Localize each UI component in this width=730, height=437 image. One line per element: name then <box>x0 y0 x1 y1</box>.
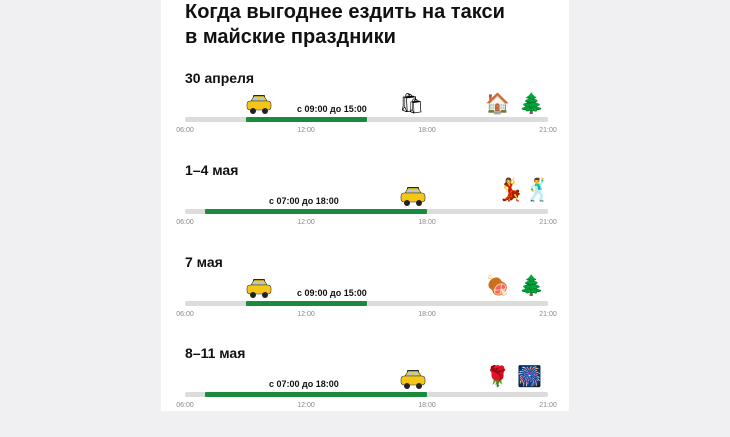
tick-21: 21:00 <box>539 402 557 409</box>
active-period-bar <box>205 209 427 214</box>
active-period-bar <box>246 117 367 122</box>
time-range-label: с 09:00 до 15:00 <box>297 104 367 114</box>
tick-18: 18:00 <box>418 219 436 226</box>
taxi-icon <box>400 370 426 389</box>
section-may-8-11: 8–11 мая с 07:00 до 18:00 🌹 🎆 06:00 12:0… <box>161 345 569 437</box>
taxi-icon <box>400 187 426 206</box>
rose-icon: 🌹 <box>485 364 510 388</box>
tree-icon: 🌲 <box>519 273 544 297</box>
section-apr-30: 30 апреля с 09:00 до 15:00 🛍 🏠 🌲 06:00 1… <box>161 70 569 162</box>
tick-06: 06:00 <box>176 311 194 318</box>
section-date: 8–11 мая <box>185 345 246 361</box>
tick-06: 06:00 <box>176 219 194 226</box>
tick-06: 06:00 <box>176 402 194 409</box>
tick-06: 06:00 <box>176 127 194 134</box>
section-may-7: 7 мая с 09:00 до 15:00 🍖 🌲 06:00 12:00 1… <box>161 254 569 346</box>
tick-12: 12:00 <box>297 311 315 318</box>
section-date: 7 мая <box>185 254 223 270</box>
tick-21: 21:00 <box>539 311 557 318</box>
tick-21: 21:00 <box>539 219 557 226</box>
tick-21: 21:00 <box>539 127 557 134</box>
time-range-label: с 07:00 до 18:00 <box>269 196 339 206</box>
section-date: 1–4 мая <box>185 162 239 178</box>
fireworks-icon: 🎆 <box>517 364 542 388</box>
section-date: 30 апреля <box>185 70 255 86</box>
tick-12: 12:00 <box>297 402 315 409</box>
tick-12: 12:00 <box>297 219 315 226</box>
infographic-card: Когда выгоднее ездить на такси в майские… <box>161 0 569 411</box>
page-title: Когда выгоднее ездить на такси в майские… <box>185 0 555 50</box>
time-range-label: с 07:00 до 18:00 <box>269 379 339 389</box>
meat-icon: 🍖 <box>485 273 510 297</box>
active-period-bar <box>246 301 367 306</box>
taxi-icon <box>246 279 272 298</box>
tree-icon: 🌲 <box>519 91 544 115</box>
title-line-2: в майские праздники <box>185 26 396 48</box>
title-line-1: Когда выгоднее ездить на такси <box>185 1 505 23</box>
tick-12: 12:00 <box>297 127 315 134</box>
dancers-icon: 💃🕺 <box>497 178 552 203</box>
tick-18: 18:00 <box>418 311 436 318</box>
shopping-bags-icon: 🛍 <box>399 91 425 115</box>
active-period-bar <box>205 392 427 397</box>
section-may-1-4: 1–4 мая с 07:00 до 18:00 💃🕺 06:00 12:00 … <box>161 162 569 254</box>
taxi-icon <box>246 95 272 114</box>
tick-18: 18:00 <box>418 402 436 409</box>
time-range-label: с 09:00 до 15:00 <box>297 288 367 298</box>
house-icon: 🏠 <box>485 91 510 115</box>
tick-18: 18:00 <box>418 127 436 134</box>
